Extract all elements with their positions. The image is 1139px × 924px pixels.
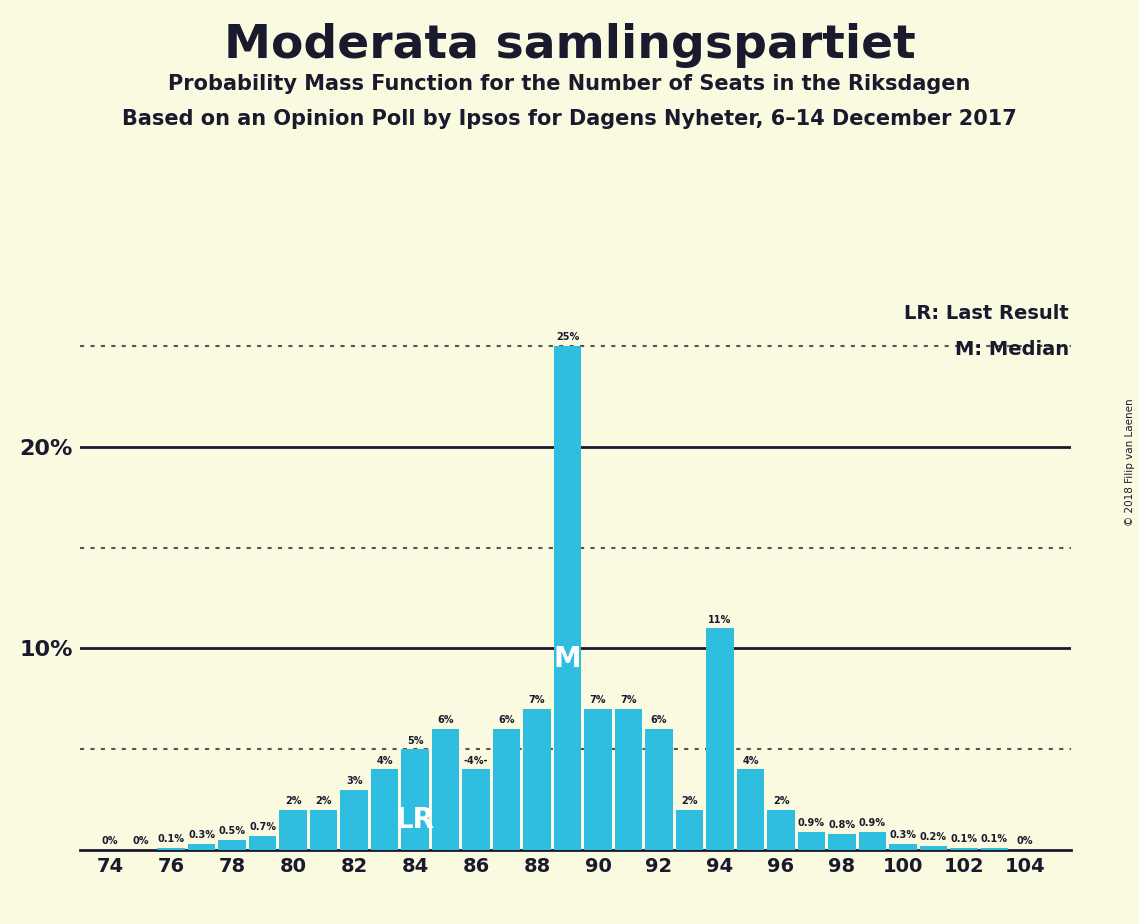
Bar — [706, 628, 734, 850]
Text: 7%: 7% — [621, 696, 637, 705]
Text: -4%-: -4%- — [464, 756, 489, 766]
Bar — [646, 729, 673, 850]
Bar — [859, 832, 886, 850]
Text: Moderata samlingspartiet: Moderata samlingspartiet — [223, 23, 916, 68]
Text: 2%: 2% — [681, 796, 698, 806]
Bar — [432, 729, 459, 850]
Text: 0.8%: 0.8% — [828, 821, 855, 831]
Text: 0%: 0% — [132, 836, 149, 846]
Text: 0.7%: 0.7% — [249, 822, 276, 833]
Bar — [890, 844, 917, 850]
Text: 0.9%: 0.9% — [798, 819, 825, 828]
Text: 5%: 5% — [407, 736, 424, 746]
Text: 0.3%: 0.3% — [188, 831, 215, 841]
Text: 0.1%: 0.1% — [950, 834, 977, 845]
Bar — [219, 840, 246, 850]
Text: LR: Last Result: LR: Last Result — [904, 304, 1068, 323]
Bar — [768, 809, 795, 850]
Text: 25%: 25% — [556, 333, 580, 343]
Bar — [493, 729, 521, 850]
Bar — [919, 846, 948, 850]
Bar — [188, 844, 215, 850]
Text: Based on an Opinion Poll by Ipsos for Dagens Nyheter, 6–14 December 2017: Based on an Opinion Poll by Ipsos for Da… — [122, 109, 1017, 129]
Bar — [554, 346, 581, 850]
Text: LR: LR — [395, 806, 435, 833]
Text: 0.1%: 0.1% — [157, 834, 185, 845]
Text: M: M — [554, 645, 581, 673]
Text: 0.2%: 0.2% — [920, 833, 947, 843]
Text: 0.9%: 0.9% — [859, 819, 886, 828]
Text: 2%: 2% — [285, 796, 302, 806]
Bar — [249, 836, 277, 850]
Bar — [675, 809, 703, 850]
Bar — [371, 770, 399, 850]
Bar — [341, 790, 368, 850]
Bar — [615, 709, 642, 850]
Text: 4%: 4% — [376, 756, 393, 766]
Text: 0.3%: 0.3% — [890, 831, 917, 841]
Text: 4%: 4% — [743, 756, 759, 766]
Text: © 2018 Filip van Laenen: © 2018 Filip van Laenen — [1125, 398, 1134, 526]
Text: 11%: 11% — [708, 614, 731, 625]
Bar — [828, 834, 855, 850]
Text: Probability Mass Function for the Number of Seats in the Riksdagen: Probability Mass Function for the Number… — [169, 74, 970, 94]
Text: M: Median: M: Median — [954, 340, 1068, 359]
Text: 6%: 6% — [650, 715, 667, 725]
Bar — [523, 709, 551, 850]
Text: 3%: 3% — [346, 776, 362, 786]
Bar — [950, 848, 977, 850]
Bar — [279, 809, 306, 850]
Bar — [462, 770, 490, 850]
Text: 0.1%: 0.1% — [981, 834, 1008, 845]
Bar — [737, 770, 764, 850]
Bar — [981, 848, 1008, 850]
Text: 7%: 7% — [590, 696, 606, 705]
Text: 6%: 6% — [499, 715, 515, 725]
Text: 0%: 0% — [103, 836, 118, 846]
Bar — [797, 832, 826, 850]
Text: 2%: 2% — [316, 796, 331, 806]
Bar — [157, 848, 185, 850]
Bar — [584, 709, 612, 850]
Text: 0.5%: 0.5% — [219, 826, 246, 836]
Bar — [401, 749, 429, 850]
Bar — [310, 809, 337, 850]
Text: 0%: 0% — [1017, 836, 1033, 846]
Text: 6%: 6% — [437, 715, 453, 725]
Text: 7%: 7% — [528, 696, 546, 705]
Text: 2%: 2% — [772, 796, 789, 806]
